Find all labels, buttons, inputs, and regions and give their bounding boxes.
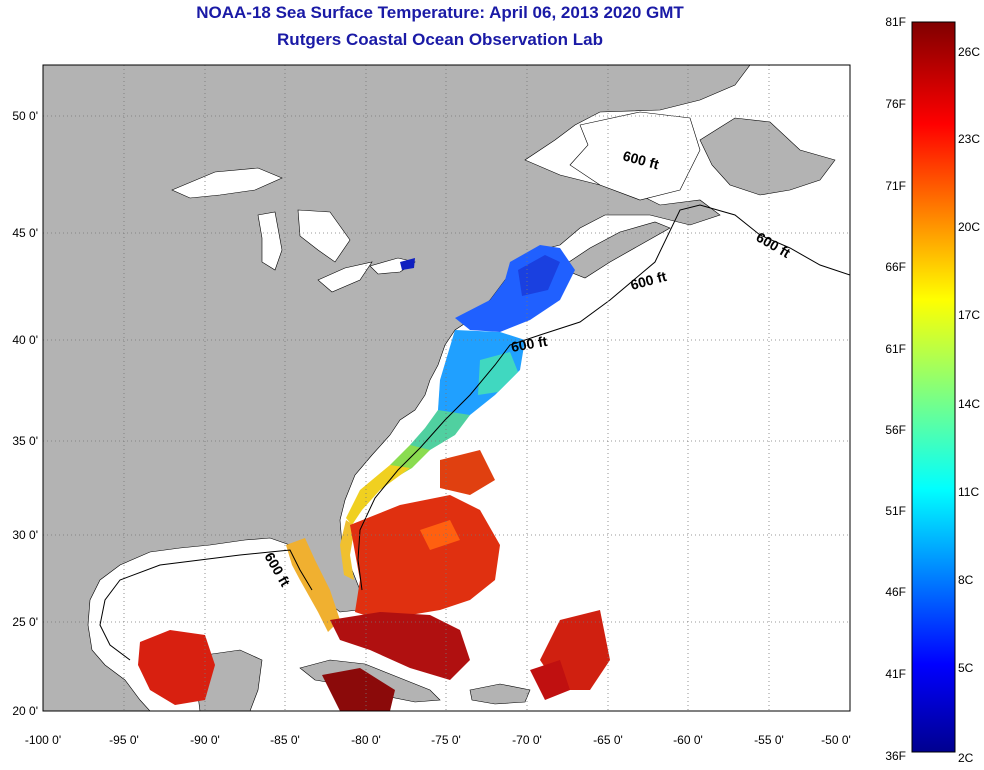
latitude-axis: 20 0' 25 0' 30 0' 35 0' 40 0' 45 0' 50 0… xyxy=(12,109,38,718)
celsius-label: 20C xyxy=(958,220,980,234)
celsius-label: 26C xyxy=(958,45,980,59)
lat-tick-label: 35 0' xyxy=(12,434,38,448)
sst-data-overlay xyxy=(138,245,610,711)
lat-tick-label: 40 0' xyxy=(12,333,38,347)
fahrenheit-label: 41F xyxy=(885,667,906,681)
lon-tick-label: -75 0' xyxy=(431,733,461,747)
fahrenheit-label: 56F xyxy=(885,423,906,437)
lat-tick-label: 50 0' xyxy=(12,109,38,123)
celsius-label: 17C xyxy=(958,308,980,322)
depth-label: 600 ft xyxy=(510,333,549,355)
lon-tick-label: -100 0' xyxy=(25,733,61,747)
lon-tick-label: -55 0' xyxy=(754,733,784,747)
lat-tick-label: 20 0' xyxy=(12,704,38,718)
newfoundland-land xyxy=(699,117,836,196)
lon-tick-label: -80 0' xyxy=(351,733,381,747)
fahrenheit-label: 36F xyxy=(885,749,906,763)
fahrenheit-label: 81F xyxy=(885,15,906,29)
lat-tick-label: 45 0' xyxy=(12,226,38,240)
lon-tick-label: -85 0' xyxy=(270,733,300,747)
celsius-label: 8C xyxy=(958,573,974,587)
lat-tick-label: 25 0' xyxy=(12,615,38,629)
map-title: NOAA-18 Sea Surface Temperature: April 0… xyxy=(196,3,684,22)
hispaniola-land xyxy=(469,683,531,705)
fahrenheit-label: 46F xyxy=(885,585,906,599)
temperature-colorbar: 81F 76F 71F 66F 61F 56F 51F 46F 41F 36F … xyxy=(885,15,980,765)
fahrenheit-label: 76F xyxy=(885,97,906,111)
lon-tick-label: -65 0' xyxy=(593,733,623,747)
map-frame xyxy=(42,64,851,712)
celsius-label: 23C xyxy=(958,132,980,146)
map-subtitle: Rutgers Coastal Ocean Observation Lab xyxy=(277,30,603,49)
celsius-label: 14C xyxy=(958,397,980,411)
graticule xyxy=(43,65,850,711)
fahrenheit-label: 61F xyxy=(885,342,906,356)
lon-tick-label: -50 0' xyxy=(821,733,851,747)
colorbar-gradient xyxy=(911,21,956,753)
nova-scotia-land xyxy=(559,221,671,279)
lon-tick-label: -60 0' xyxy=(673,733,703,747)
longitude-axis: -100 0' -95 0' -90 0' -85 0' -80 0' -75 … xyxy=(25,733,851,747)
celsius-label: 5C xyxy=(958,661,974,675)
lon-tick-label: -90 0' xyxy=(190,733,220,747)
fahrenheit-label: 66F xyxy=(885,260,906,274)
gulf-st-lawrence xyxy=(569,111,701,201)
celsius-label: 2C xyxy=(958,751,974,765)
lat-tick-label: 30 0' xyxy=(12,528,38,542)
fahrenheit-label: 51F xyxy=(885,504,906,518)
celsius-label: 11C xyxy=(958,485,979,499)
fahrenheit-label: 71F xyxy=(885,179,906,193)
lon-tick-label: -70 0' xyxy=(512,733,542,747)
lon-tick-label: -95 0' xyxy=(109,733,139,747)
isobath-contour xyxy=(99,204,850,661)
